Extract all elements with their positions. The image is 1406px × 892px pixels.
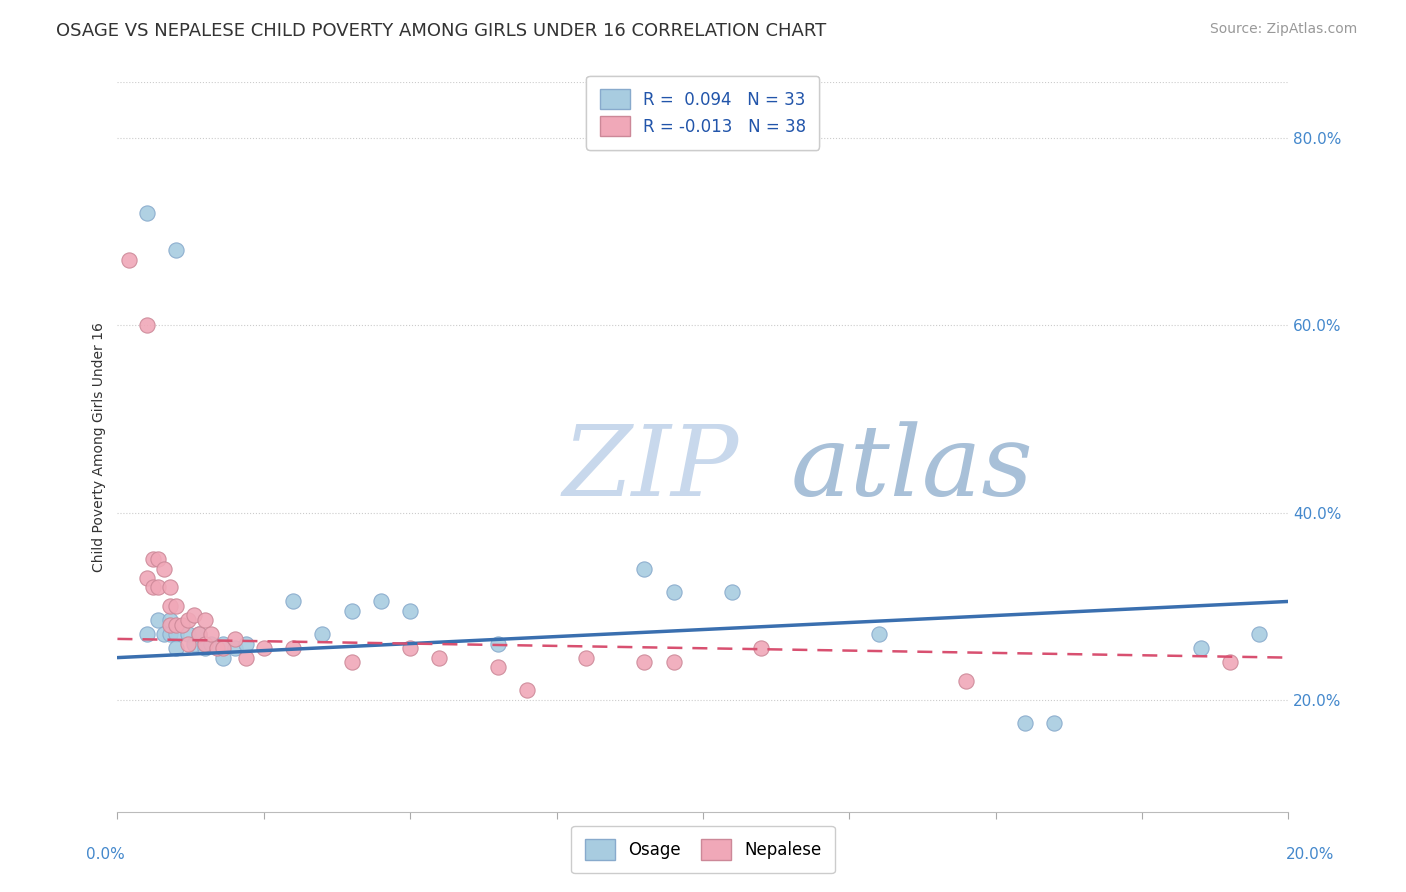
Point [159,581,181,595]
Point [955,673,977,688]
Point [165,599,187,614]
Point [142,581,165,595]
Text: atlas: atlas [790,421,1033,516]
Point [721,585,744,599]
Point [486,636,509,650]
Point [235,650,257,665]
Text: OSAGE VS NEPALESE CHILD POVERTY AMONG GIRLS UNDER 16 CORRELATION CHART: OSAGE VS NEPALESE CHILD POVERTY AMONG GI… [56,22,827,40]
Point [165,618,187,632]
Point [159,627,181,641]
Point [1043,716,1066,731]
Point [194,613,217,627]
Point [170,618,193,632]
Point [118,252,141,267]
Point [370,594,392,608]
Point [135,318,157,333]
Point [1219,655,1241,669]
Point [399,641,422,656]
Point [165,244,187,258]
Point [153,562,176,576]
Point [135,206,157,220]
Point [194,636,217,650]
Point [153,627,176,641]
Text: ZIP: ZIP [562,421,738,516]
Point [188,627,211,641]
Point [142,552,165,566]
Point [224,632,246,646]
Point [868,627,890,641]
Point [183,636,205,650]
Point [516,683,538,698]
Point [211,641,233,656]
Point [176,627,198,641]
Point [235,636,257,650]
Point [159,618,181,632]
Point [211,636,233,650]
Point [135,627,157,641]
Point [148,581,170,595]
Point [148,613,170,627]
Point [200,627,222,641]
Point [211,650,233,665]
Point [399,604,422,618]
Point [176,613,198,627]
Point [159,599,181,614]
Point [662,585,685,599]
Point [281,594,304,608]
Legend: Osage, Nepalese: Osage, Nepalese [571,826,835,873]
Point [253,641,276,656]
Legend: R =  0.094   N = 33, R = -0.013   N = 38: R = 0.094 N = 33, R = -0.013 N = 38 [586,76,820,150]
Point [148,552,170,566]
Point [1189,641,1212,656]
Y-axis label: Child Poverty Among Girls Under 16: Child Poverty Among Girls Under 16 [93,322,107,572]
Point [1249,627,1271,641]
Point [183,608,205,623]
Point [194,641,217,656]
Point [194,636,217,650]
Point [159,613,181,627]
Point [340,655,363,669]
Point [311,627,333,641]
Point [176,636,198,650]
Point [1014,716,1036,731]
Point [281,641,304,656]
Text: Source: ZipAtlas.com: Source: ZipAtlas.com [1209,22,1357,37]
Point [340,604,363,618]
Point [662,655,685,669]
Text: 20.0%: 20.0% [1286,847,1334,862]
Point [633,655,655,669]
Point [751,641,773,656]
Point [224,641,246,656]
Point [135,571,157,585]
Point [633,562,655,576]
Point [188,627,211,641]
Text: 0.0%: 0.0% [86,847,125,862]
Point [200,636,222,650]
Point [165,627,187,641]
Point [575,650,598,665]
Point [165,641,187,656]
Point [486,660,509,674]
Point [429,650,451,665]
Point [205,641,228,656]
